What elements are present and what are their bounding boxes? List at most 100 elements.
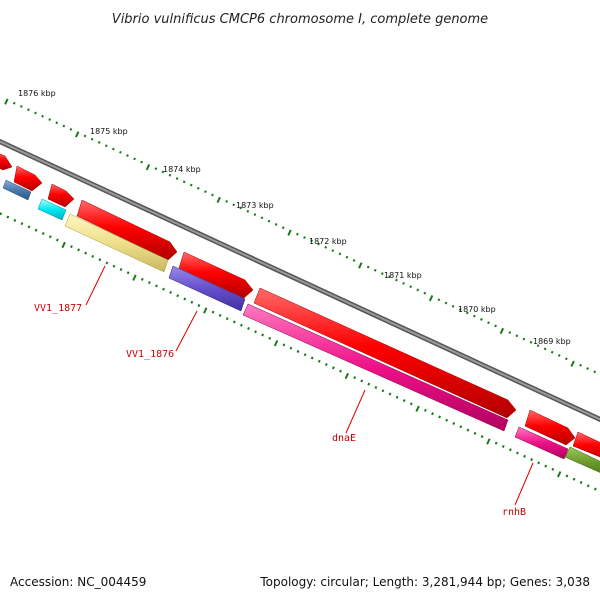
inner-tick [360,379,364,383]
scale-tick [338,252,342,256]
gene-arrow[interactable] [524,409,576,446]
scale-label: 1874 kbp [163,165,201,174]
inner-tick [324,363,328,367]
gene-label-rnhB[interactable]: rnhB [502,507,526,518]
gene-VV1_1877[interactable] [64,213,169,273]
inner-tick [565,474,569,478]
scale-tick [499,327,505,335]
scale-label: 1872 kbp [309,237,347,246]
gene-steelblue[interactable] [2,179,32,201]
inner-tick [105,261,109,265]
inner-tick [593,487,597,491]
inner-tick [480,435,484,439]
inner-tick [6,215,10,219]
inner-tick [41,231,45,235]
inner-tick [190,300,194,304]
scale-tick [69,127,73,131]
inner-tick [303,353,307,357]
inner-tick [203,307,208,314]
gene-label-VV1_1877[interactable]: VV1_1877 [34,303,82,314]
inner-scale-ticks [0,212,597,491]
scale-tick [126,154,129,158]
gene-arrow[interactable] [253,287,517,419]
scale-tick [232,203,236,207]
inner-tick [77,248,80,252]
scale-tick [182,180,186,184]
scale-tick [487,321,490,325]
gene-label-VV1_1876[interactable]: VV1_1876 [126,349,174,360]
inner-tick [409,402,413,406]
inner-tick [211,310,215,314]
scale-tick [145,163,151,171]
inner-tick [254,330,257,334]
gene-arrow[interactable] [47,183,75,208]
inner-tick [20,222,24,226]
scale-tick [310,239,313,243]
inner-tick [273,340,279,347]
inner-tick [339,369,342,373]
gene-arrow[interactable] [76,199,178,261]
scale-tick [536,344,540,348]
scale-tick [324,245,328,249]
inner-tick [91,254,95,258]
gene-arrow[interactable] [0,152,13,171]
inner-tick [310,356,314,360]
scale-tick [472,314,476,318]
scale-tick [529,340,533,344]
scale-tick [465,311,469,315]
scale-tick [428,295,434,302]
gene-arrow[interactable] [572,431,600,461]
scale-tick [331,249,335,253]
scale-tick [97,141,101,144]
inner-tick [551,467,555,471]
gene-arrow[interactable] [13,165,43,192]
gene-VV1_1876[interactable] [168,265,246,312]
inner-tick [13,218,17,222]
scale-tick [274,222,278,226]
inner-tick [402,399,406,403]
inner-tick [556,471,562,478]
inner-tick [197,304,201,308]
inner-tick [424,408,427,412]
gene-label-dnaE[interactable]: dnaE [332,433,356,444]
scale-tick [565,357,568,361]
inner-tick [155,284,158,288]
scale-tick [216,196,221,204]
reverse-strand-genes [2,179,600,477]
scale-tick [437,298,441,302]
scale-tick [119,150,122,154]
scale-label: 1875 kbp [90,127,128,136]
scale-tick [161,170,165,174]
scale-tick [55,121,59,125]
scale-tick [543,347,547,351]
scale-tick [458,308,462,312]
inner-tick [48,235,52,239]
inner-tick [466,428,470,432]
scale-tick [246,209,250,213]
scale-tick [570,360,575,367]
scale-ruler [4,98,597,374]
inner-tick [119,268,123,272]
scale-tick [140,160,144,164]
scale-tick [34,111,37,115]
scale-tick [41,114,44,118]
scale-label: 1870 kbp [458,305,496,314]
inner-tick [395,395,399,399]
inner-tick [261,333,265,337]
gene-cyan[interactable] [37,198,67,221]
scale-tick [133,157,136,161]
scale-tick [253,213,257,216]
inner-tick [415,405,420,412]
genome-summary-text: Topology: circular; Length: 3,281,944 bp… [259,575,590,589]
inner-tick [486,438,491,445]
inner-tick [344,372,349,380]
inner-tick [452,422,456,426]
gene-arrow[interactable] [178,251,254,299]
scale-tick [189,183,193,187]
gene-olive[interactable] [564,446,600,477]
gene-rnhB[interactable] [514,426,569,460]
scale-tick [380,272,384,275]
scale-tick [579,363,582,367]
gene-dnaE[interactable] [242,303,509,432]
